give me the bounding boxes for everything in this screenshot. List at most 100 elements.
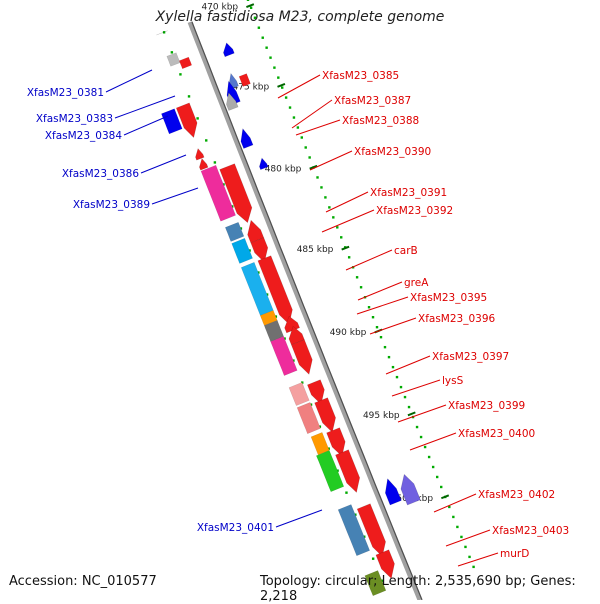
scale-dot [340, 236, 343, 239]
cog-band-red [178, 56, 193, 70]
right-gene-label: XfasM23_0390 [354, 146, 431, 158]
right-gene-label: XfasM23_0402 [478, 489, 555, 501]
scale-dot [332, 216, 335, 219]
scale-dot [196, 117, 199, 120]
right-gene-label: XfasM23_0395 [410, 292, 487, 304]
right-gene-label: XfasM23_0387 [334, 95, 411, 107]
gene-arrow [307, 379, 325, 405]
callout-line [357, 281, 403, 301]
scale-dot [387, 355, 391, 359]
cog-band-red [238, 73, 251, 87]
left-gene-label: XfasM23_0389 [73, 199, 150, 211]
scale-dot [205, 139, 208, 142]
map-title: Xylella fastidiosa M23, complete genome [155, 9, 445, 25]
scale-dot [383, 345, 387, 349]
scale-dot [359, 286, 363, 289]
gene-arrow [247, 219, 265, 244]
scale-dot [283, 337, 286, 340]
cog-band-steelblue [337, 504, 371, 557]
scale-dot [318, 425, 322, 428]
scale-tick [277, 83, 286, 88]
scale-dot [222, 183, 225, 186]
scale-dot [328, 206, 331, 209]
scale-label: 470 kbp [201, 3, 238, 13]
scale-dot [452, 515, 455, 519]
scale-dot [300, 136, 303, 139]
backbone-edge [191, 21, 423, 600]
scale-dot [162, 31, 166, 34]
scale-label: 480 kbp [265, 164, 302, 174]
right-gene-label: XfasM23_0400 [458, 428, 535, 440]
scale-label: 490 kbp [330, 328, 367, 338]
gene-arrow-minus [240, 127, 254, 149]
scale-tick [440, 494, 450, 500]
left-gene-label: XfasM23_0386 [62, 168, 140, 180]
right-gene-label: XfasM23_0392 [376, 205, 453, 217]
scale-dot [431, 465, 435, 469]
scale-dot [187, 95, 191, 98]
callout-line [445, 529, 491, 547]
scale-label: 495 kbp [363, 411, 400, 421]
left-gene-label: XfasM23_0401 [197, 522, 274, 534]
callout-line [457, 552, 499, 567]
scale-dot [273, 66, 276, 69]
scale-tick [309, 164, 318, 170]
scale-dot [296, 126, 300, 129]
right-gene-label: lysS [442, 375, 464, 387]
callout-line [345, 249, 393, 271]
scale-dot [248, 249, 251, 252]
cog-band-olive [364, 570, 387, 597]
scale-dot [367, 306, 371, 309]
scale-dot [257, 271, 260, 274]
callout-line [140, 154, 187, 174]
scale-dot [336, 226, 339, 229]
gene-arrow [335, 449, 361, 493]
scale-dot [304, 146, 307, 149]
gene-arrow [326, 427, 346, 457]
scale-dot [231, 205, 234, 208]
scale-dot [316, 176, 319, 179]
scale-dot [456, 525, 459, 529]
cog-band-steelblue [224, 221, 245, 242]
right-gene-label: XfasM23_0399 [448, 400, 525, 412]
scale-dot [269, 56, 272, 59]
scale-dot [277, 76, 280, 79]
cog-band-pink [288, 382, 310, 406]
callout-line [295, 119, 341, 136]
gene-arrow [356, 503, 386, 557]
callout-line [433, 493, 477, 513]
callout-line [114, 95, 176, 119]
gene-arrow-minus [259, 157, 269, 170]
scale-dot [391, 365, 395, 369]
scale-dot [448, 505, 451, 509]
scale-dot [345, 491, 348, 494]
scale-dot [464, 545, 467, 549]
scale-tick [341, 245, 350, 251]
callout-line [397, 404, 447, 423]
scale-dot [415, 425, 419, 429]
scale-dot [265, 293, 269, 296]
scale-dot [327, 447, 330, 450]
cog-band-salmon [296, 402, 321, 435]
callout-line [409, 432, 457, 451]
scale-dot [320, 186, 323, 189]
scale-dot [399, 385, 403, 389]
scale-dot [371, 316, 375, 319]
scale-dot [265, 46, 268, 49]
callout-line [151, 187, 199, 205]
scale-dot [354, 513, 357, 516]
scale-dot [336, 469, 339, 472]
callout-line [325, 191, 369, 213]
callout-line [291, 99, 333, 129]
scale-dot [301, 381, 304, 384]
cog-band-magenta [200, 164, 236, 222]
gene-arrow [250, 237, 269, 263]
scale-dot [468, 555, 471, 559]
callout-line [391, 379, 441, 397]
gene-arrow [314, 397, 336, 433]
scale-dot [292, 359, 295, 362]
callout-line [356, 296, 409, 315]
callout-line [321, 209, 375, 233]
scale-dot [309, 403, 313, 406]
